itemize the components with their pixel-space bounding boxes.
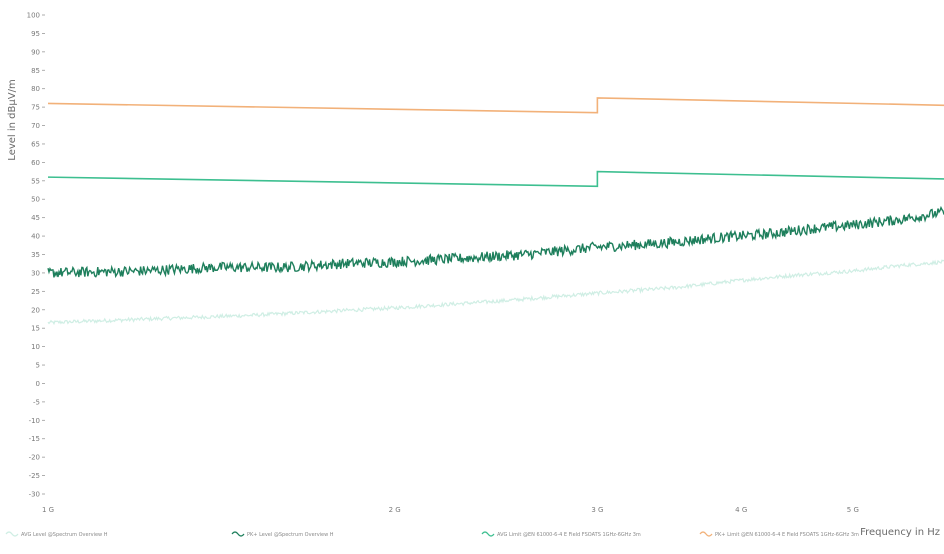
y-tick-label: 25 xyxy=(31,288,40,296)
series-line xyxy=(47,170,944,188)
legend-swatch xyxy=(231,531,245,537)
series-line xyxy=(47,205,944,279)
x-tick-label: 2 G xyxy=(389,506,401,514)
y-tick-label: 10 xyxy=(31,343,40,351)
y-axis-title: Level in dBµV/m xyxy=(7,79,18,160)
y-tick-label: 60 xyxy=(31,159,40,167)
y-tick-label: 15 xyxy=(31,325,40,333)
y-tick-label: 45 xyxy=(31,214,40,222)
y-tick-label: 50 xyxy=(31,196,40,204)
legend-swatch xyxy=(699,531,713,537)
y-tick-label: 0 xyxy=(36,380,40,388)
series-line xyxy=(47,97,944,114)
y-tick-label: -30 xyxy=(29,491,40,499)
y-tick-label: 75 xyxy=(31,104,40,112)
plot-area xyxy=(47,97,944,326)
y-tick-label: 20 xyxy=(31,306,40,314)
y-tick-label: -15 xyxy=(29,435,40,443)
y-tick-label: -20 xyxy=(29,454,40,462)
y-tick-label: -25 xyxy=(29,472,40,480)
y-tick-label: 40 xyxy=(31,233,40,241)
y-tick-label: 30 xyxy=(31,269,40,277)
x-tick-label: 3 G xyxy=(591,506,603,514)
y-axis: 1009590858075706560555045403530252015105… xyxy=(27,12,45,499)
y-tick-label: 65 xyxy=(31,140,40,148)
y-tick-label: -5 xyxy=(33,398,40,406)
y-tick-label: 95 xyxy=(31,30,40,38)
y-tick-label: 55 xyxy=(31,177,40,185)
x-tick-label: 5 G xyxy=(847,506,859,514)
legend-entry: AVG Level @Spectrum Overview H xyxy=(21,532,108,538)
legend: AVG Level @Spectrum Overview H PK+ Level … xyxy=(5,531,859,538)
y-tick-label: 100 xyxy=(27,12,40,20)
legend-swatch xyxy=(481,531,495,537)
x-axis-title: Frequency in Hz xyxy=(860,527,940,538)
y-tick-label: 90 xyxy=(31,48,40,56)
x-tick-label: 1 G xyxy=(42,506,54,514)
y-tick-label: 5 xyxy=(36,362,40,370)
legend-entry: PK+ Limit @EN 61000-6-4 E Field FSOATS 1… xyxy=(715,532,859,538)
legend-entry: PK+ Level @Spectrum Overview H xyxy=(247,532,334,538)
y-tick-label: 70 xyxy=(31,122,40,130)
legend-swatch xyxy=(5,531,19,537)
legend-entry: AVG Limit @EN 61000-6-4 E Field FSOATS 1… xyxy=(497,532,641,538)
y-tick-label: -10 xyxy=(29,417,40,425)
y-tick-label: 85 xyxy=(31,67,40,75)
series-line xyxy=(47,259,944,326)
y-tick-label: 35 xyxy=(31,251,40,259)
y-tick-label: 80 xyxy=(31,85,40,93)
x-tick-label: 4 G xyxy=(735,506,747,514)
x-axis: 1 G 2 G 3 G 4 G 5 G xyxy=(42,506,859,514)
